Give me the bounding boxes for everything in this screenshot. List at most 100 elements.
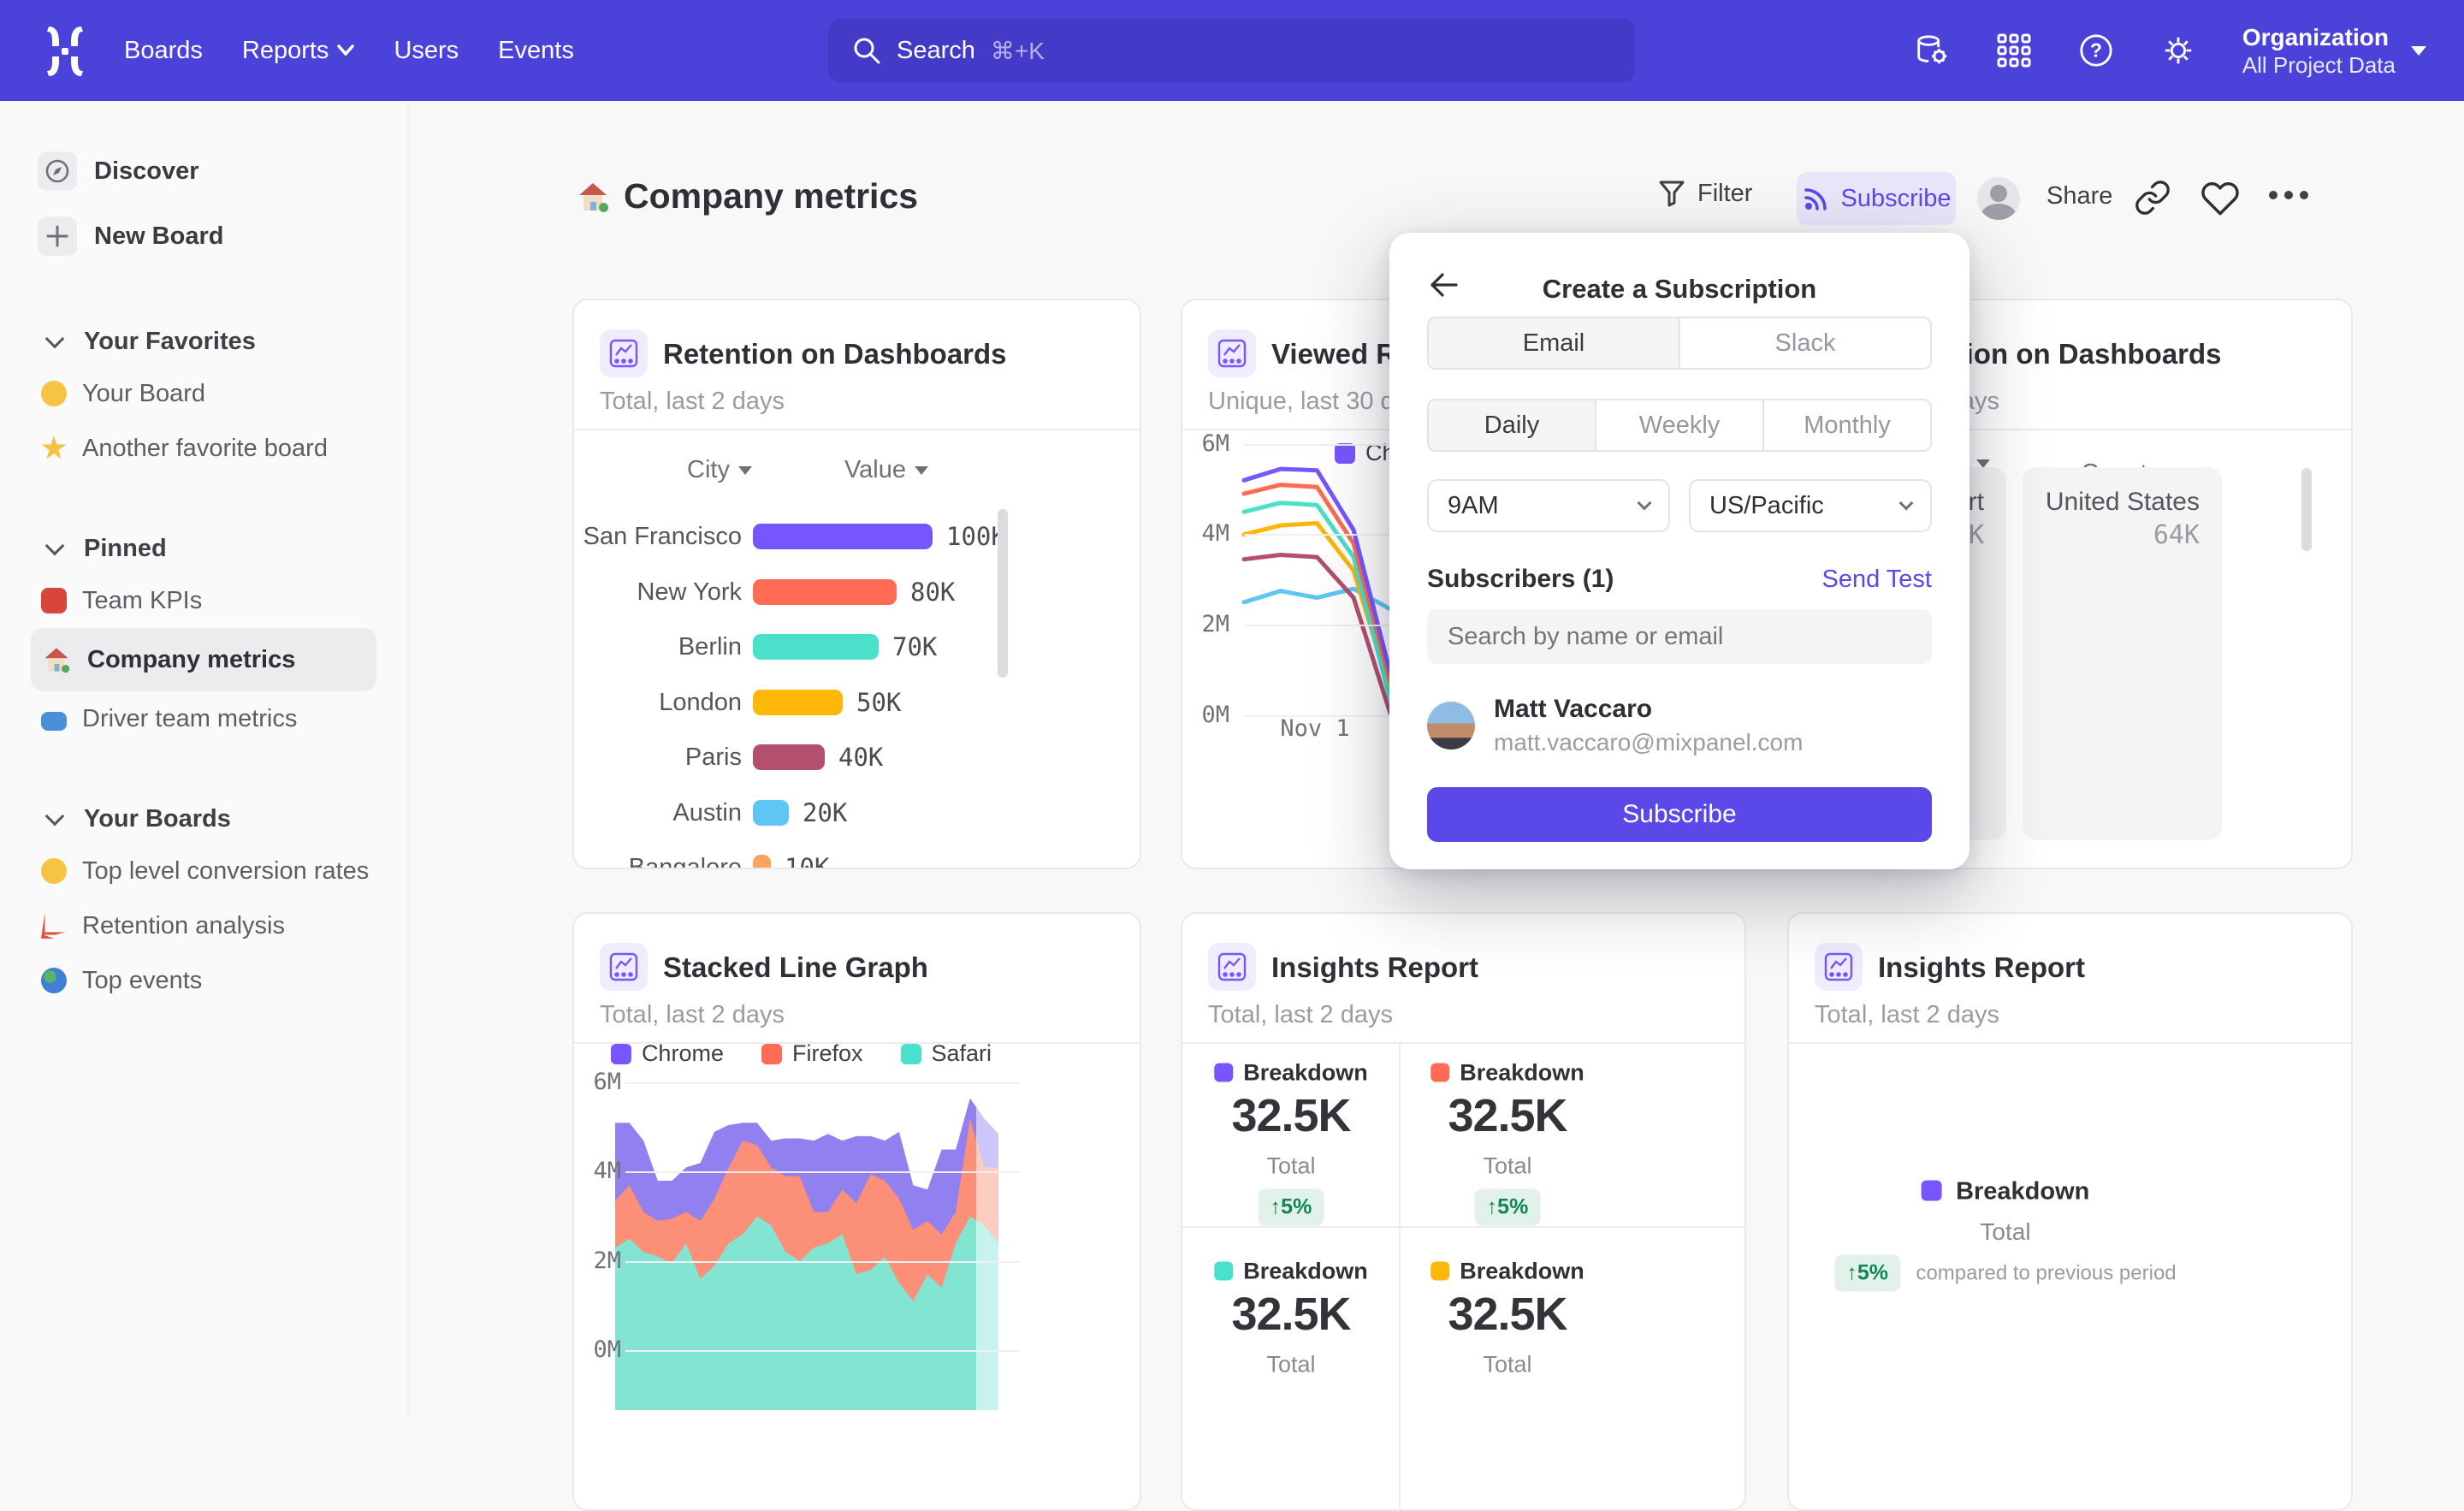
bar-value: 40K [838, 743, 884, 772]
sidebar-item-driver-team-metrics[interactable]: Driver team metrics [0, 691, 376, 746]
scrollbar[interactable] [998, 509, 1008, 678]
nav-item-users[interactable]: Users [394, 36, 459, 64]
sidebar-item-your-board[interactable]: Your Board [0, 366, 376, 421]
column-header-city[interactable]: City [660, 456, 779, 484]
data-gear-icon[interactable] [1914, 33, 1950, 68]
bar [753, 689, 843, 715]
back-arrow-icon[interactable] [1427, 269, 1460, 301]
legend-item-firefox[interactable]: Firefox [761, 1040, 863, 1067]
card-subtitle: Total, last 2 days [600, 388, 785, 415]
kpi-sub: Total [1483, 1153, 1532, 1179]
another-favorite-board-emoji-icon [41, 436, 67, 459]
sidebar-item-retention-analysis[interactable]: Retention analysis [0, 898, 376, 953]
report-chart-icon [1815, 943, 1863, 991]
legend-item-safari[interactable]: Safari [900, 1040, 992, 1067]
card-title: Stacked Line Graph [663, 951, 928, 983]
time-select[interactable]: 9AM [1427, 479, 1670, 532]
mixpanel-logo[interactable] [45, 23, 85, 80]
kpi-value: 32.5K [1231, 1289, 1351, 1340]
sidebar-section-pinned[interactable]: Pinned [0, 524, 407, 573]
bar-label: Bangalore [628, 854, 742, 869]
sidebar-item-another-favorite-board[interactable]: Another favorite board [0, 421, 376, 476]
kpi-sub: Total [1483, 1351, 1532, 1378]
subscribe-button[interactable]: Subscribe [1797, 172, 1956, 225]
bar-value: 50K [856, 687, 902, 717]
svg-text:?: ? [2090, 39, 2102, 62]
card-retention-dashboards: Retention on Dashboards Total, last 2 da… [572, 299, 1141, 869]
subscriber-name: Matt Vaccaro [1494, 695, 1653, 723]
incomplete-period-overlay [976, 1076, 1004, 1410]
subscriber-search-input[interactable] [1427, 609, 1932, 664]
more-options-button[interactable] [2269, 191, 2308, 199]
timezone-select[interactable]: US/Pacific [1689, 479, 1932, 532]
filter-button[interactable]: Filter [1658, 179, 1752, 208]
share-button[interactable]: Share [2046, 182, 2113, 210]
search-input[interactable]: Search ⌘+K [828, 19, 1635, 82]
subscribe-submit-button[interactable]: Subscribe [1427, 787, 1932, 842]
scrollbar[interactable] [2301, 468, 2312, 551]
sidebar-item-team-kpis[interactable]: Team KPIs [0, 573, 376, 628]
top-nav: Boards Reports Users Events Search ⌘+K ? [0, 0, 2464, 101]
chevron-down-icon [2411, 45, 2426, 56]
tab-email[interactable]: Email [1429, 318, 1679, 368]
bar-label: London [659, 688, 742, 716]
sidebar-item-new-board[interactable]: New Board [0, 204, 407, 269]
retention-analysis-emoji-icon [41, 913, 66, 939]
top-events-emoji-icon [41, 968, 67, 993]
y-axis-tick: 2M [1201, 611, 1229, 637]
nav-item-boards[interactable]: Boards [124, 36, 203, 64]
bar [753, 578, 897, 605]
y-axis-tick: 0M [1201, 702, 1229, 728]
report-chart-icon [1208, 943, 1256, 991]
y-axis-tick: 6M [1201, 430, 1229, 457]
subscribers-label: Subscribers (1) [1427, 565, 1614, 593]
cadence-tabs: Daily Weekly Monthly [1427, 399, 1932, 452]
board-owner-avatar[interactable] [1977, 177, 2020, 220]
nav-item-events[interactable]: Events [498, 36, 574, 64]
bar-value: 70K [892, 632, 938, 661]
tab-slack[interactable]: Slack [1679, 318, 1930, 368]
column-header-hidden[interactable] [1976, 459, 1990, 468]
page-title: Company metrics [578, 176, 918, 216]
delta-note: compared to previous period [1916, 1261, 2177, 1285]
help-icon[interactable]: ? [2078, 33, 2114, 68]
sidebar-item-company-metrics[interactable]: Company metrics [31, 628, 376, 691]
bar [753, 524, 933, 549]
bar-value: 100K [946, 522, 1006, 551]
compass-icon [38, 151, 77, 191]
nav-item-reports[interactable]: Reports [242, 37, 355, 65]
tab-weekly[interactable]: Weekly [1595, 400, 1762, 450]
legend-item-chrome[interactable]: Chrome [610, 1040, 724, 1067]
plus-icon [38, 216, 77, 256]
sidebar-section-your-favorites[interactable]: Your Favorites [0, 317, 407, 366]
sidebar-item-top-events[interactable]: Top events [0, 953, 376, 1008]
subscriber-avatar [1427, 702, 1475, 750]
copy-link-icon[interactable] [2134, 179, 2171, 216]
sidebar-item-top-level-conversion-rates[interactable]: Top level conversion rates [0, 844, 376, 898]
modal-title: Create a Subscription [1542, 274, 1817, 304]
favorite-heart-icon[interactable] [2200, 179, 2240, 218]
y-axis-tick: 0M [593, 1336, 621, 1363]
subscriber-email: matt.vaccaro@mixpanel.com [1494, 729, 1804, 756]
y-axis-tick: 4M [593, 1158, 621, 1184]
tab-monthly[interactable]: Monthly [1762, 400, 1930, 450]
settings-gear-icon[interactable] [2160, 33, 2196, 68]
report-chart-icon [600, 329, 648, 377]
search-shortcut: ⌘+K [990, 37, 1045, 64]
kpi-sub: Total [1266, 1351, 1316, 1378]
sidebar-section-your-boards[interactable]: Your Boards [0, 794, 407, 844]
channel-tabs: Email Slack [1427, 317, 1932, 370]
sidebar-item-discover[interactable]: Discover [0, 139, 407, 204]
x-axis-label: Nov 1 [1280, 715, 1350, 742]
table-cell-united-states[interactable]: United States 64K [2023, 467, 2222, 840]
column-header-value[interactable]: Value [822, 456, 951, 484]
delta-badge: ↑5% [1474, 1188, 1541, 1226]
kpi-value: 32.5K [1448, 1090, 1567, 1141]
tab-daily[interactable]: Daily [1429, 400, 1595, 450]
card-title: Insights Report [1271, 951, 1479, 983]
top-level-conversion-rates-emoji-icon [41, 858, 67, 884]
org-switcher[interactable]: Organization All Project Data [2242, 22, 2426, 79]
card-stacked-line-graph: Stacked Line Graph Total, last 2 days Ch… [572, 912, 1141, 1511]
send-test-link[interactable]: Send Test [1821, 565, 1932, 593]
apps-grid-icon[interactable] [1996, 33, 2032, 68]
